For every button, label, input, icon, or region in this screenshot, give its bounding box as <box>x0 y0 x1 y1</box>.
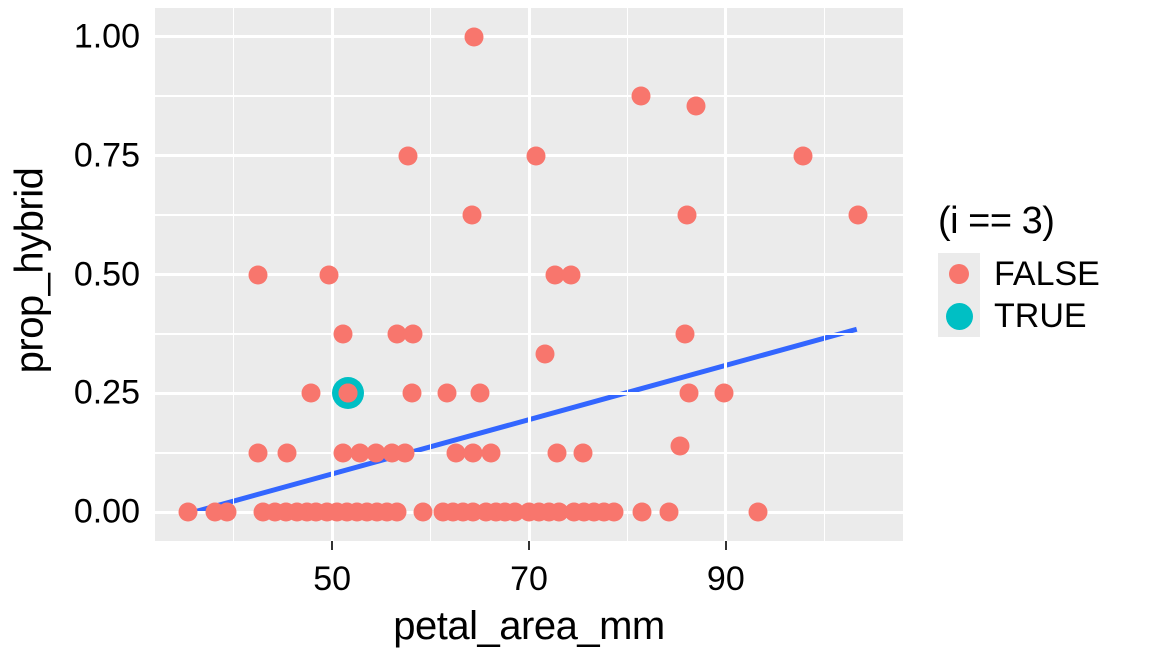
data-point-false <box>462 205 482 225</box>
data-point-false <box>573 443 593 463</box>
data-point-false <box>387 324 407 344</box>
data-point-false <box>549 502 569 522</box>
data-point-false <box>446 443 466 463</box>
data-point-false <box>679 383 699 403</box>
data-point-false <box>366 443 386 463</box>
data-point-false <box>437 383 457 403</box>
data-point-false <box>714 383 734 403</box>
legend-dot-icon <box>945 302 973 330</box>
x-tick-mark <box>724 541 727 550</box>
data-point-false <box>464 27 484 47</box>
data-point-false <box>677 205 697 225</box>
data-point-false <box>481 443 501 463</box>
legend-entry-false: FALSE <box>938 253 1138 295</box>
x-tick-label: 70 <box>510 560 548 598</box>
data-point-false <box>631 86 651 106</box>
data-point-false <box>535 344 555 364</box>
data-point-false <box>319 265 339 284</box>
legend-key-swatch <box>938 253 980 295</box>
data-point-false <box>686 96 706 116</box>
data-point-false <box>387 502 407 522</box>
x-tick-mark <box>528 541 530 550</box>
data-point-false <box>333 443 353 463</box>
legend-title: (i == 3) <box>938 200 1055 242</box>
y-tick-label: 1.00 <box>73 17 140 56</box>
data-point-false <box>547 443 567 463</box>
data-point-false <box>470 383 490 403</box>
data-point-false <box>413 502 433 522</box>
data-point-false <box>748 502 768 522</box>
data-point-highlighted-core <box>338 383 358 403</box>
legend-key-swatch <box>938 295 980 337</box>
data-point-false <box>526 146 546 166</box>
y-tick-label: 0.75 <box>73 136 140 175</box>
data-point-false <box>398 146 418 166</box>
data-point-false <box>604 502 624 522</box>
y-axis-ticks: 0.00 0.25 0.50 0.75 1.00 <box>40 0 194 672</box>
x-tick-label: 50 <box>313 560 352 598</box>
data-point-false <box>793 146 813 166</box>
y-tick-label: 0.50 <box>73 255 140 293</box>
legend-dot-icon <box>949 264 969 284</box>
data-point-false <box>178 502 198 522</box>
data-point-false <box>632 502 652 522</box>
data-point-false <box>545 265 565 284</box>
plot-panel <box>155 8 903 541</box>
data-point-false <box>463 443 483 463</box>
data-point-false <box>217 502 237 522</box>
data-point-false <box>248 265 268 284</box>
data-point-false <box>670 436 690 456</box>
x-axis-title: petal_area_mm <box>393 604 665 648</box>
data-point-false <box>301 383 321 403</box>
data-point-false <box>561 265 581 284</box>
legend-entry-true: TRUE <box>938 295 1138 337</box>
data-point-false <box>403 324 423 344</box>
gridline-major-horizontal <box>155 391 903 395</box>
gridline-major-horizontal <box>155 273 903 276</box>
data-point-false <box>402 383 422 403</box>
data-point-false <box>675 324 694 344</box>
data-point-false <box>277 443 297 463</box>
data-point-false <box>659 502 679 522</box>
x-tick-label: 90 <box>706 560 745 598</box>
legend-label: TRUE <box>994 296 1087 335</box>
x-tick-mark <box>331 541 334 550</box>
y-tick-label: 0.25 <box>73 373 140 412</box>
legend-label: FALSE <box>994 254 1100 293</box>
legend: (i == 3) FALSE TRUE <box>938 200 1138 337</box>
data-point-false <box>848 205 868 225</box>
data-point-false <box>333 324 353 344</box>
y-tick-label: 0.00 <box>73 492 140 531</box>
gridline-major-horizontal <box>155 35 903 39</box>
legend-entries: FALSE TRUE <box>938 253 1138 337</box>
data-point-false <box>350 443 370 463</box>
data-point-false <box>248 443 268 463</box>
data-point-false <box>395 443 415 463</box>
